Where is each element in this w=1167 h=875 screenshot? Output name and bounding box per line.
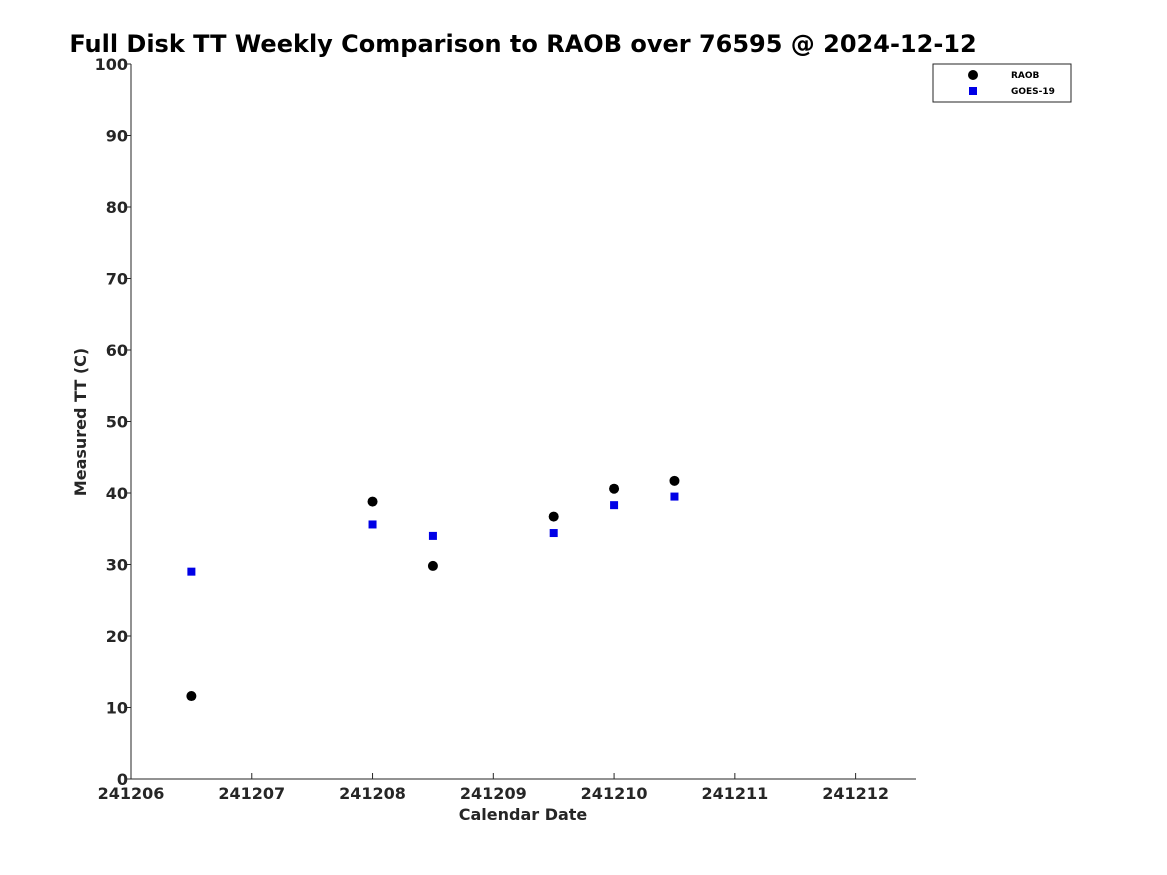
point-raob — [367, 496, 378, 507]
x-tick-label: 241211 — [701, 784, 768, 803]
legend-label-goes-19: GOES-19 — [1011, 87, 1055, 97]
point-goes-19 — [610, 501, 619, 510]
data-points — [186, 475, 680, 702]
x-axis-label: Calendar Date — [459, 805, 588, 824]
point-raob — [669, 475, 680, 486]
legend-box — [932, 63, 1072, 103]
x-ticks: 241206 241207 241208 241209 241210 241211 2412… — [98, 773, 889, 803]
y-tick-label: 50 — [106, 413, 128, 432]
y-tick-label: 10 — [106, 699, 128, 718]
y-tick-label: 30 — [106, 556, 128, 575]
legend-marker-goes-19 — [969, 87, 977, 95]
x-tick-label: 241207 — [218, 784, 285, 803]
point-raob — [186, 691, 197, 702]
y-tick-label: 90 — [106, 127, 128, 146]
y-tick-label: 20 — [106, 627, 128, 646]
y-tick-label: 100 — [95, 55, 128, 74]
point-raob — [427, 560, 438, 571]
point-goes-19 — [670, 492, 679, 501]
x-tick-label: 241210 — [581, 784, 648, 803]
y-axis-label: Measured TT (C) — [71, 348, 90, 496]
y-ticks: 0 10 20 30 40 50 60 70 80 90 100 — [95, 55, 131, 789]
y-tick-label: 60 — [106, 341, 128, 360]
y-tick-label: 70 — [106, 270, 128, 289]
legend-marker-raob — [968, 70, 978, 80]
point-goes-19 — [187, 567, 196, 576]
point-goes-19 — [428, 531, 437, 540]
point-goes-19 — [368, 520, 377, 529]
point-raob — [548, 511, 559, 522]
legend: RAOB GOES-19 — [932, 63, 1072, 103]
x-tick-label: 241209 — [460, 784, 527, 803]
chart-title: Full Disk TT Weekly Comparison to RAOB o… — [69, 30, 976, 58]
point-raob — [609, 483, 620, 494]
x-tick-label: 241208 — [339, 784, 406, 803]
point-goes-19 — [549, 529, 558, 538]
y-tick-label: 0 — [117, 770, 128, 789]
legend-label-raob: RAOB — [1011, 71, 1040, 81]
x-tick-label: 241212 — [822, 784, 889, 803]
y-tick-label: 40 — [106, 484, 128, 503]
x-tick-label: 241206 — [98, 784, 165, 803]
y-tick-label: 80 — [106, 198, 128, 217]
